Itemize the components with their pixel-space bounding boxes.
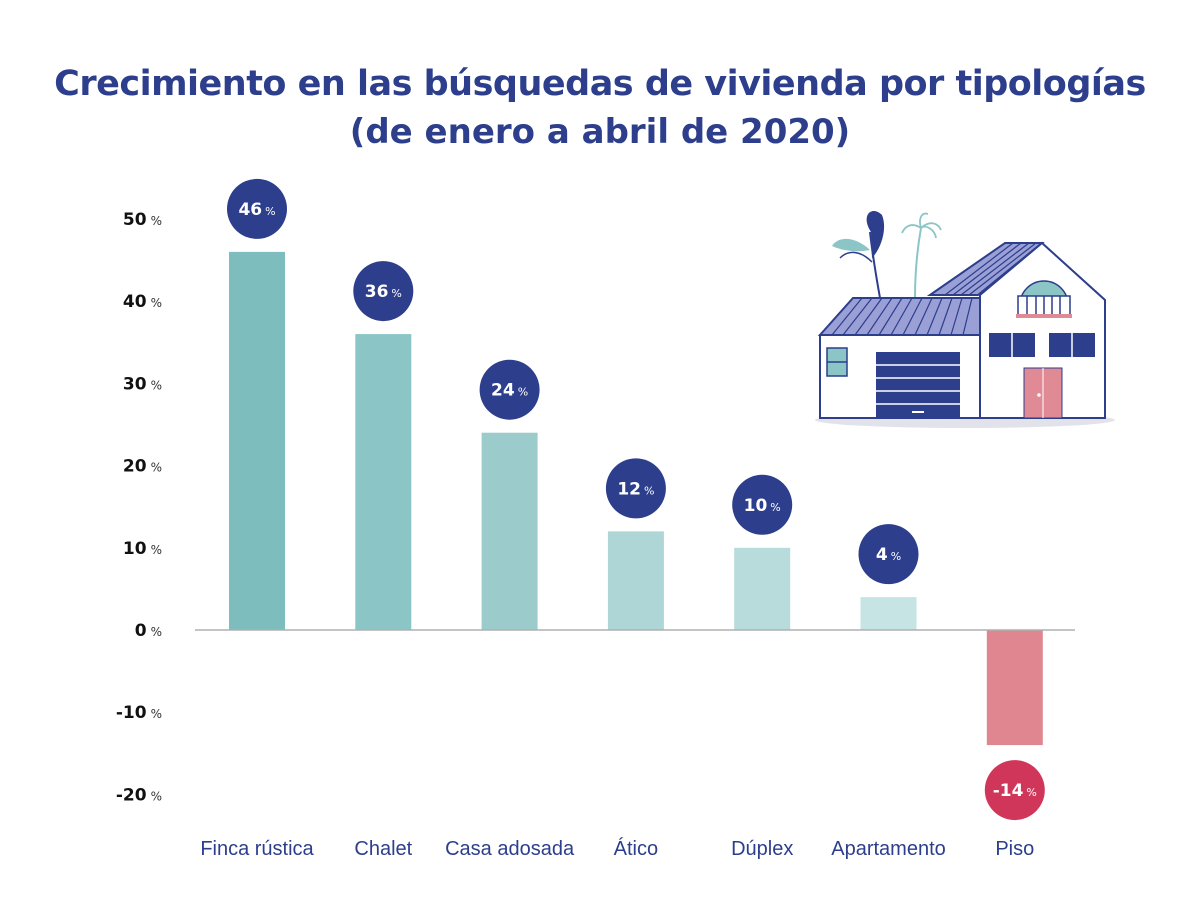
y-tick-label: -20% (116, 785, 162, 805)
bar (229, 251, 285, 630)
x-tick-label: Casa adosada (445, 838, 575, 860)
x-tick-label: Finca rústica (200, 838, 314, 860)
y-tick-label: -10% (116, 703, 162, 723)
x-tick-label: Dúplex (731, 838, 793, 860)
value-badge (858, 524, 919, 585)
x-tick-label: Chalet (354, 838, 412, 860)
y-tick-label: 30% (123, 374, 162, 394)
value-badge (227, 178, 287, 239)
bar-value-label: 10% (744, 496, 781, 516)
bar-value-label: 36% (365, 282, 402, 302)
bar-value-label: 46% (238, 200, 275, 220)
value-badge (479, 359, 540, 420)
bar (986, 630, 1043, 746)
bar-value-labels: 46 % 36 % 24 % 12 % 10 % 4 % -14% (227, 178, 1045, 821)
bar (481, 432, 538, 630)
house-illustration-icon (815, 211, 1115, 428)
bar-value-label: 24% (491, 381, 528, 401)
bar-value-label: -14% (993, 781, 1037, 801)
y-tick-label: 10% (123, 539, 162, 559)
bar (734, 547, 791, 630)
chart-title: Crecimiento en las búsquedas de vivienda… (54, 64, 1146, 104)
y-tick-label: 20% (123, 457, 162, 477)
x-tick-label: Apartamento (831, 838, 946, 860)
chart-subtitle: (de enero a abril de 2020) (349, 112, 851, 152)
value-badge (353, 261, 414, 322)
y-tick-label: 50% (123, 210, 162, 230)
bar (355, 334, 412, 630)
bar-value-label: 12% (617, 479, 654, 499)
y-tick-label: 40% (123, 292, 162, 312)
bar-value-label: 4% (876, 545, 901, 565)
value-badge (984, 760, 1045, 821)
bars (229, 251, 1043, 746)
x-tick-label: Piso (995, 838, 1034, 860)
bar (860, 597, 917, 630)
value-badge (605, 458, 666, 519)
x-axis-labels: Finca rústica Chalet Casa adosada Ático Dúpl… (200, 837, 1034, 860)
y-tick-label: 0% (135, 621, 162, 641)
y-axis: 50 % 40 % 30 % 20 % 10 % 0 % -10 % -20% (116, 210, 162, 805)
x-tick-label: Ático (614, 837, 658, 860)
bar (607, 531, 664, 630)
value-badge (732, 474, 793, 535)
